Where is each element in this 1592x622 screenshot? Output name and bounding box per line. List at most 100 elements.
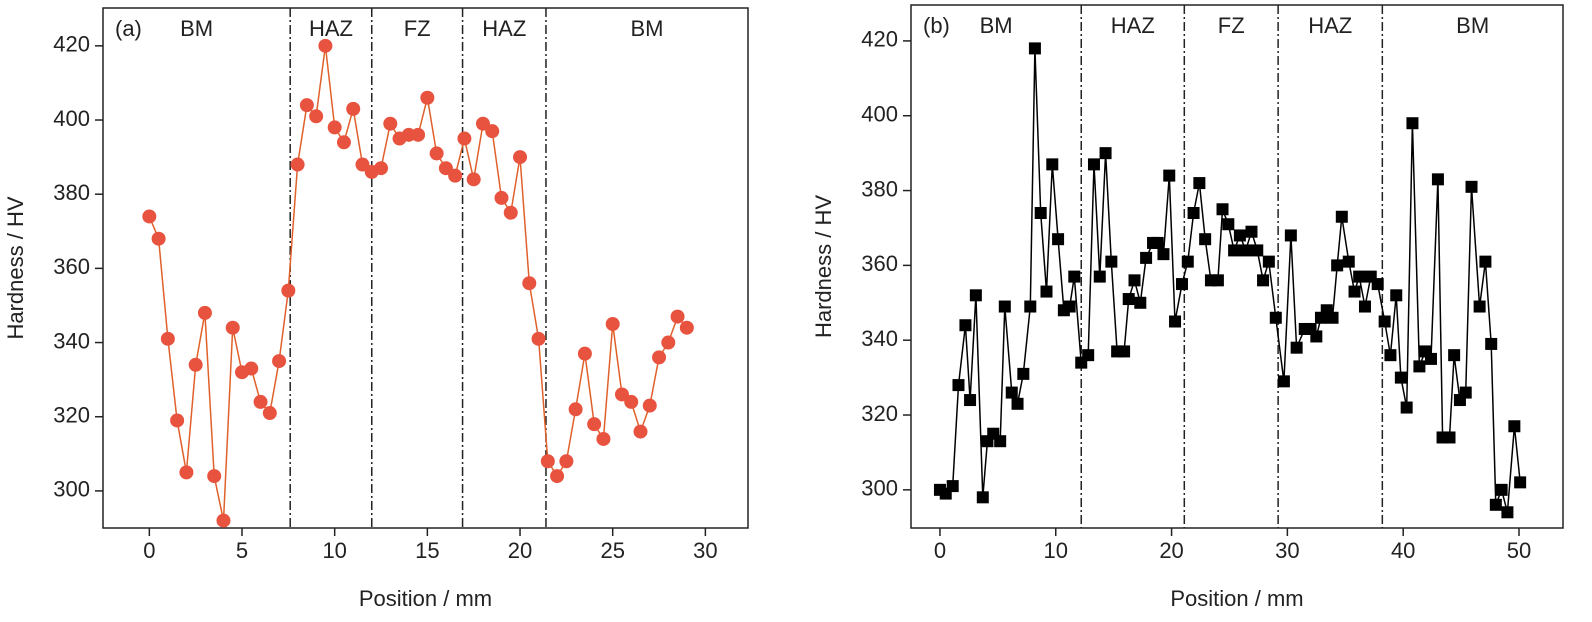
data-point bbox=[1448, 349, 1461, 362]
data-point bbox=[466, 172, 481, 187]
data-point bbox=[346, 101, 361, 116]
data-point bbox=[959, 319, 972, 332]
x-tick-label: 10 bbox=[322, 538, 346, 563]
zone-label: BM bbox=[180, 16, 213, 41]
data-point bbox=[1128, 274, 1141, 287]
data-point bbox=[1028, 42, 1041, 55]
data-point bbox=[1017, 367, 1030, 380]
data-line bbox=[939, 48, 1521, 513]
data-point bbox=[661, 335, 676, 350]
data-point bbox=[1082, 349, 1095, 362]
data-point bbox=[309, 109, 324, 124]
data-point bbox=[540, 454, 555, 469]
data-point bbox=[1228, 244, 1241, 257]
data-point bbox=[272, 354, 287, 369]
x-tick-label: 5 bbox=[236, 538, 248, 563]
data-point bbox=[1211, 274, 1224, 287]
x-axis-label: Position / mm bbox=[359, 586, 492, 611]
data-point bbox=[1473, 300, 1486, 313]
y-axis-label: Hardness / HV bbox=[3, 196, 28, 339]
data-point bbox=[1400, 401, 1413, 414]
data-point bbox=[1216, 203, 1229, 216]
data-point bbox=[262, 406, 277, 421]
data-point bbox=[1371, 278, 1384, 291]
data-point bbox=[383, 116, 398, 131]
data-point bbox=[969, 289, 982, 302]
data-point bbox=[327, 120, 342, 135]
data-point bbox=[1358, 300, 1371, 313]
data-point bbox=[605, 317, 620, 332]
x-tick-label: 10 bbox=[1044, 538, 1068, 563]
y-tick-label: 380 bbox=[861, 176, 898, 201]
data-point bbox=[633, 424, 648, 439]
zone-label: BM bbox=[1456, 13, 1489, 38]
data-point bbox=[207, 469, 222, 484]
data-point bbox=[1181, 255, 1194, 268]
data-point bbox=[568, 402, 583, 417]
data-point bbox=[1239, 244, 1252, 257]
x-tick-label: 0 bbox=[143, 538, 155, 563]
data-point bbox=[559, 454, 574, 469]
zone-label: HAZ bbox=[1308, 13, 1352, 38]
data-point bbox=[1413, 360, 1426, 373]
y-tick-label: 400 bbox=[861, 102, 898, 127]
y-axis-label: Hardness / HV bbox=[811, 195, 836, 338]
data-point bbox=[1099, 147, 1112, 160]
data-point bbox=[1193, 177, 1206, 190]
data-point bbox=[1348, 285, 1361, 298]
data-point bbox=[170, 413, 185, 428]
data-point bbox=[1199, 233, 1212, 246]
data-point bbox=[1005, 386, 1018, 399]
data-point bbox=[142, 209, 157, 224]
y-tick-label: 320 bbox=[861, 401, 898, 426]
data-point bbox=[503, 205, 518, 220]
data-point bbox=[1262, 255, 1275, 268]
data-point bbox=[1222, 218, 1235, 231]
data-point bbox=[244, 361, 259, 376]
y-tick-label: 300 bbox=[53, 477, 90, 502]
data-point bbox=[1495, 483, 1508, 496]
data-point bbox=[522, 276, 537, 291]
data-point bbox=[964, 394, 977, 407]
plot-frame bbox=[102, 7, 749, 529]
data-point bbox=[1011, 397, 1024, 410]
data-point bbox=[550, 469, 565, 484]
zone-label: BM bbox=[980, 13, 1013, 38]
data-point bbox=[1331, 259, 1344, 272]
y-tick-label: 340 bbox=[861, 326, 898, 351]
data-point bbox=[1157, 248, 1170, 261]
x-tick-label: 15 bbox=[415, 538, 439, 563]
x-tick-label: 20 bbox=[508, 538, 532, 563]
data-point bbox=[411, 127, 426, 142]
data-point bbox=[299, 98, 314, 113]
data-point bbox=[652, 350, 667, 365]
data-point bbox=[1501, 506, 1514, 519]
data-point bbox=[336, 135, 351, 150]
data-point bbox=[994, 435, 1007, 448]
data-point bbox=[976, 491, 989, 504]
data-point bbox=[1443, 431, 1456, 444]
zone-label: FZ bbox=[1218, 13, 1245, 38]
data-point bbox=[1187, 207, 1200, 220]
data-point bbox=[160, 331, 175, 346]
data-point bbox=[624, 394, 639, 409]
data-point bbox=[998, 300, 1011, 313]
data-point bbox=[1169, 315, 1182, 328]
data-point bbox=[1257, 274, 1270, 287]
data-point bbox=[1122, 293, 1135, 306]
data-point bbox=[596, 431, 611, 446]
data-point bbox=[179, 465, 194, 480]
data-point bbox=[188, 357, 203, 372]
data-point bbox=[1163, 169, 1176, 182]
data-point bbox=[1251, 244, 1264, 257]
data-point bbox=[1335, 210, 1348, 223]
data-point bbox=[1284, 229, 1297, 242]
y-tick-label: 420 bbox=[861, 27, 898, 52]
data-point bbox=[1390, 289, 1403, 302]
data-point bbox=[1140, 251, 1153, 264]
data-point bbox=[429, 146, 444, 161]
data-point bbox=[1118, 345, 1131, 358]
data-point bbox=[1105, 255, 1118, 268]
data-point bbox=[216, 513, 231, 528]
